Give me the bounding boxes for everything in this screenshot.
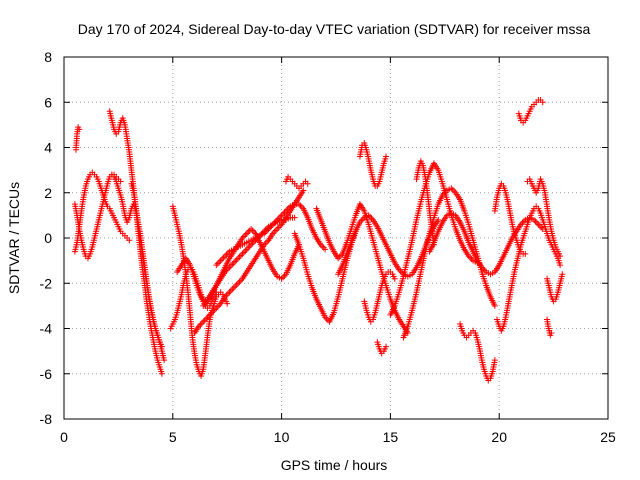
data-point	[548, 330, 555, 337]
series-arc-12	[213, 201, 329, 269]
plot-frame	[63, 56, 609, 420]
series-arc-19	[374, 339, 390, 357]
series-arc-14	[291, 228, 359, 325]
data-point	[491, 302, 498, 309]
data-point	[491, 357, 498, 364]
data-point	[158, 370, 165, 377]
series-arc-02	[71, 171, 124, 262]
series-arc-03	[72, 124, 83, 153]
y-tick-label: -6	[40, 366, 53, 382]
series-arc-24	[457, 320, 498, 384]
x-tick-label: 5	[169, 429, 177, 445]
data-point	[126, 237, 133, 244]
y-tick-label: 0	[44, 230, 52, 246]
x-tick-label: 15	[383, 429, 399, 445]
series-arc-06	[128, 180, 168, 364]
data-point	[76, 126, 83, 133]
y-tick-label: -8	[40, 411, 53, 427]
data-point	[300, 187, 307, 194]
y-axis-title: SDTVAR / TECUs	[6, 182, 22, 294]
x-tick-label: 10	[274, 429, 290, 445]
data-point	[383, 153, 390, 160]
y-tick-label: -2	[40, 275, 53, 291]
y-tick-label: 8	[44, 49, 52, 65]
data-point	[161, 357, 168, 364]
x-tick-label: 0	[60, 429, 68, 445]
series-arc-18	[361, 268, 398, 325]
gridlines	[64, 57, 608, 419]
series-arc-30	[544, 316, 555, 339]
chart-title: Day 170 of 2024, Sidereal Day-to-day VTE…	[78, 21, 591, 37]
y-tick-label: 2	[44, 185, 52, 201]
series-arc-23	[426, 210, 546, 278]
data-point	[522, 250, 529, 257]
data-point	[391, 275, 398, 282]
series-arc-17	[356, 139, 390, 189]
series-arc-25	[491, 180, 529, 257]
x-tick-label: 25	[600, 429, 616, 445]
series-arc-13	[282, 173, 311, 192]
series-arc-21	[400, 185, 498, 341]
tick-labels: 0 5 10 15 20 25 -8 -6 -4 -2 0 2 4 6 8	[40, 49, 616, 445]
data-point	[557, 253, 564, 260]
series-arc-28	[524, 176, 564, 260]
y-tick-label: 6	[44, 94, 52, 110]
data-point	[291, 214, 298, 221]
data-point	[322, 246, 329, 253]
y-tick-label: 4	[44, 140, 52, 156]
x-tick-label: 20	[491, 429, 507, 445]
series-arc-29	[544, 271, 566, 305]
data-point	[383, 343, 390, 350]
data-point	[539, 99, 546, 106]
data-point	[559, 271, 566, 278]
series-arc-27	[515, 96, 546, 126]
data-point	[224, 300, 231, 307]
data-points	[71, 96, 566, 384]
series-arc-22	[413, 158, 437, 248]
data-point	[557, 262, 564, 269]
x-axis-title: GPS time / hours	[281, 457, 388, 473]
y-tick-label: -4	[40, 321, 53, 337]
data-point	[304, 180, 311, 187]
